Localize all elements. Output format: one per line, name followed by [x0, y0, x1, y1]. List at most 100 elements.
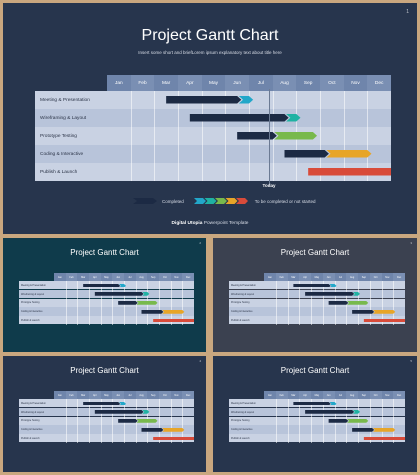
task-bar — [153, 436, 194, 441]
task-bar-pending — [372, 427, 396, 432]
grid-line — [77, 307, 78, 317]
grid-line — [65, 289, 67, 299]
task-label: Meeting & Presentation — [40, 97, 90, 103]
slide-thumbnail-5[interactable]: Project Gantt Chart 5 Jan Feb Mar Apr May Jun Ju… — [213, 356, 417, 472]
grid-line — [182, 399, 183, 408]
grid-line — [346, 281, 347, 290]
grid-line — [299, 289, 300, 299]
task-bar-completed — [141, 427, 164, 432]
grid-line — [154, 109, 155, 127]
task-bar — [284, 150, 372, 158]
task-bar — [94, 292, 150, 297]
grid-line — [296, 91, 297, 109]
page-title: Project Gantt Chart — [141, 27, 279, 44]
task-bar-completed — [293, 401, 331, 406]
grid-line — [130, 109, 132, 127]
grid-line — [135, 399, 137, 408]
task-bar — [305, 292, 361, 297]
grid-line — [287, 307, 288, 317]
grid-line — [249, 145, 250, 163]
task-label: Meeting & Presentation — [231, 401, 256, 405]
task-bar-pending — [153, 318, 194, 323]
grid-line — [393, 407, 394, 417]
grid-line — [135, 434, 137, 443]
grid-line — [346, 307, 347, 317]
task-bar — [141, 309, 185, 314]
main-slide[interactable]: Project Gantt Chart Insert some short an… — [3, 3, 417, 234]
grid-line — [135, 281, 137, 290]
task-bar-completed — [118, 301, 138, 305]
grid-line — [311, 416, 312, 426]
task-label: Publish & Launch — [40, 169, 78, 175]
task-bar — [328, 419, 369, 423]
month-header-apr: Apr — [299, 391, 311, 399]
grid-line — [346, 434, 347, 443]
task-bar-pending — [118, 283, 127, 288]
task-bar-pending — [372, 309, 396, 314]
grid-line — [100, 416, 102, 426]
grid-line — [369, 298, 371, 308]
gantt-row — [19, 416, 194, 425]
grid-line — [334, 434, 335, 443]
thumb-title: Project Gantt Chart — [280, 248, 350, 257]
grid-line — [170, 399, 172, 408]
grid-line — [182, 416, 183, 426]
task-label: Wireframing & Layout — [231, 292, 254, 296]
month-header-oct: Oct — [320, 75, 344, 91]
grid-line — [320, 127, 321, 145]
grid-line — [334, 307, 335, 317]
month-header-jan: Jan — [54, 391, 66, 399]
task-bar-completed — [352, 427, 375, 432]
task-label: Prototype Testing — [231, 301, 250, 305]
gantt-row — [229, 298, 405, 307]
grid-line — [135, 307, 137, 317]
slide-thumbnail-4[interactable]: Project Gantt Chart 4 Jan Feb Mar Apr May Jun Ju… — [3, 356, 206, 472]
month-header-jan: Jan — [107, 75, 131, 91]
grid-line — [77, 399, 78, 408]
grid-line — [89, 416, 90, 426]
month-header-oct: Oct — [369, 391, 382, 399]
grid-line — [381, 281, 382, 290]
grid-line — [299, 425, 300, 435]
task-label: Prototype Testing — [21, 301, 40, 305]
grid-line — [182, 289, 183, 299]
today-label: Today — [262, 183, 276, 188]
month-header-apr: Apr — [299, 273, 311, 281]
grid-line — [89, 434, 90, 443]
grid-line — [275, 316, 277, 325]
grid-line — [393, 399, 394, 408]
task-bar-completed — [328, 301, 349, 305]
grid-line — [287, 281, 288, 290]
grid-line — [159, 298, 160, 308]
grid-line — [65, 307, 67, 317]
grid-line — [159, 399, 160, 408]
grid-line — [124, 425, 125, 435]
slide-thumbnail-3[interactable]: Project Gantt Chart 3 Jan Feb Mar Apr May Jun Ju… — [213, 238, 417, 352]
gantt-row — [19, 434, 194, 443]
grid-line — [154, 145, 155, 163]
month-header-sep: Sep — [147, 391, 159, 399]
grid-line — [65, 407, 67, 417]
grid-line — [89, 316, 90, 325]
grid-line — [369, 407, 371, 417]
footer: Digital Utopia Powerpoint Template — [3, 221, 417, 226]
grid-line — [225, 145, 226, 163]
month-header-may: May — [100, 273, 113, 281]
grid-line — [275, 307, 277, 317]
month-header-jan: Jan — [54, 273, 66, 281]
task-label: Coding & Interactive — [231, 310, 253, 314]
task-label: Wireframing & Layout — [40, 115, 87, 121]
month-header-mar: Mar — [154, 75, 178, 91]
thumb-title: Project Gantt Chart — [70, 248, 139, 257]
grid-line — [299, 307, 300, 317]
month-header-sep: Sep — [147, 273, 159, 281]
slide-thumbnail-2[interactable]: Project Gantt Chart 2 Jan Feb Mar Apr May Jun Ju… — [3, 238, 206, 352]
grid-line — [112, 298, 113, 308]
grid-line — [159, 416, 160, 426]
gantt-row — [19, 298, 194, 307]
grid-line — [100, 425, 102, 435]
grid-line — [89, 289, 90, 299]
task-bar — [118, 301, 158, 305]
task-label: Meeting & Presentation — [231, 283, 256, 287]
grid-line — [170, 298, 172, 308]
